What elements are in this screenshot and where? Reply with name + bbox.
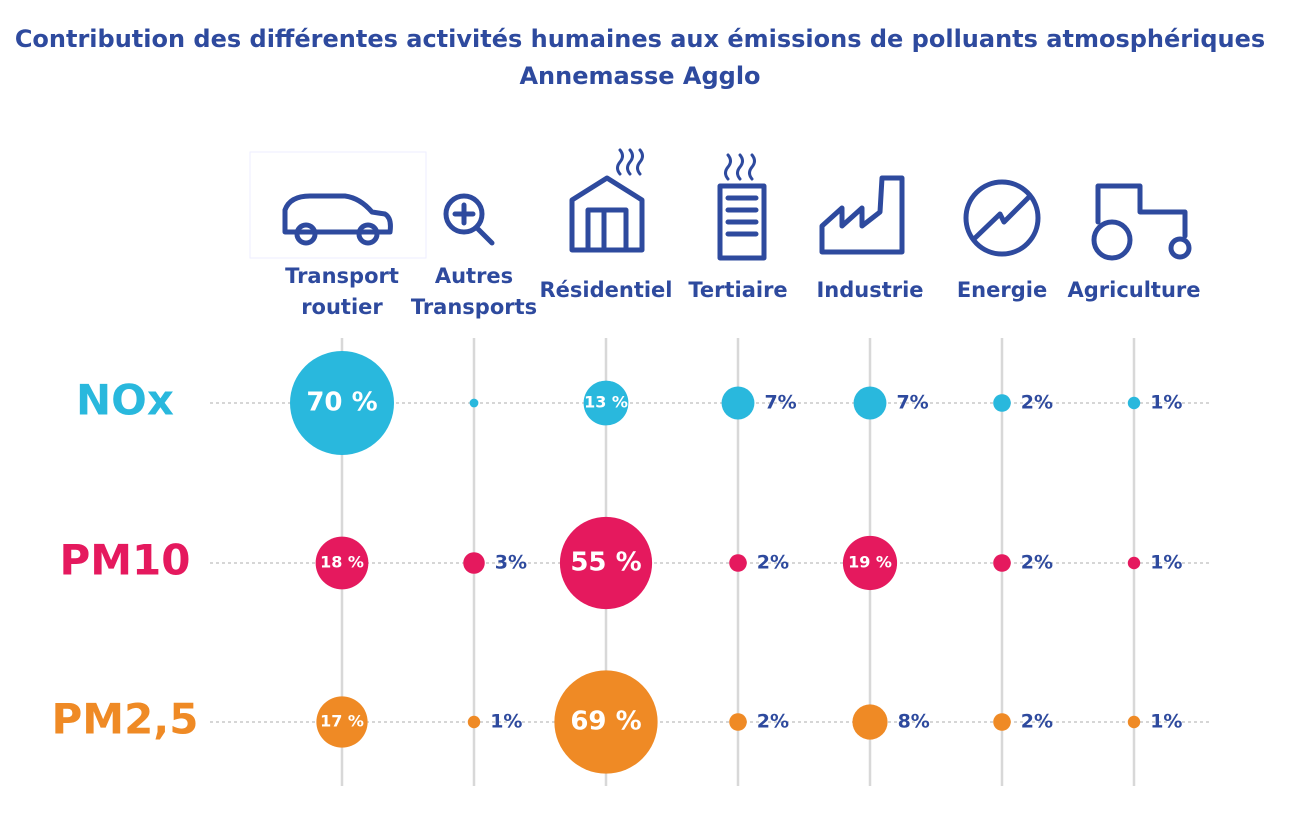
- category-label: Agriculture: [1067, 278, 1200, 302]
- value-label: 2%: [1021, 711, 1053, 733]
- building-icon: [717, 183, 767, 261]
- bubble: [463, 552, 485, 574]
- category-label: Tertiaire: [688, 278, 787, 302]
- value-label: 17 %: [320, 712, 364, 731]
- value-label: 7%: [896, 392, 928, 414]
- bubble: [1127, 715, 1141, 729]
- tractor-wheel: [1168, 236, 1192, 260]
- chart-title: Contribution des différentes activités h…: [15, 25, 1265, 53]
- bubble: [853, 386, 887, 420]
- value-label: 1%: [1150, 552, 1182, 574]
- category-label: Transport routier: [285, 264, 399, 319]
- category-label: Energie: [957, 278, 1047, 302]
- bubble: [554, 670, 658, 774]
- house-icon: [569, 175, 645, 253]
- series-label: PM10: [59, 536, 190, 585]
- factory-icon: [819, 175, 905, 255]
- car-wheel: [356, 222, 380, 246]
- bubble: [559, 516, 653, 610]
- category-label: Industrie: [816, 278, 923, 302]
- tractor-icon: [1095, 183, 1188, 239]
- bubble: [290, 351, 394, 455]
- bubble: [729, 554, 747, 572]
- value-label: 19 %: [848, 553, 892, 572]
- value-label: 2%: [1021, 552, 1053, 574]
- car-wheel: [294, 222, 318, 246]
- bubble: [993, 394, 1011, 412]
- category-label: Autres Transports: [411, 264, 537, 319]
- value-label: 7%: [764, 392, 796, 414]
- search-icon: [452, 202, 495, 246]
- bubble: [467, 715, 481, 729]
- energy-icon: [963, 179, 1041, 257]
- value-label: 8%: [898, 711, 930, 733]
- smoke-icon: [616, 148, 644, 176]
- chart-subtitle: Annemasse Agglo: [519, 62, 760, 90]
- bubble: [721, 386, 755, 420]
- icons: [249, 148, 1192, 261]
- bubble: [1127, 396, 1141, 410]
- icon-frame: [249, 151, 427, 259]
- series-label: NOx: [76, 376, 174, 425]
- tractor-wheel: [1091, 219, 1133, 261]
- value-label: 2%: [757, 552, 789, 574]
- bubble: [993, 713, 1011, 731]
- category-label: Résidentiel: [539, 278, 672, 302]
- value-label: 55 %: [570, 548, 641, 578]
- smoke-icon: [724, 153, 756, 181]
- car-icon: [282, 193, 393, 235]
- energy-icon: [972, 193, 1033, 241]
- value-label: 2%: [1021, 392, 1053, 414]
- series-label: PM2,5: [52, 695, 199, 744]
- bubble: [1127, 556, 1141, 570]
- value-label: 18 %: [320, 553, 364, 572]
- value-label: 1%: [490, 711, 522, 733]
- value-label: 1%: [1150, 711, 1182, 733]
- bubble: [469, 398, 479, 408]
- value-label: 2%: [757, 711, 789, 733]
- bubble: [315, 536, 369, 590]
- value-label: 69 %: [570, 707, 641, 737]
- bubble: [993, 554, 1011, 572]
- search-icon: [443, 193, 485, 235]
- bubble: [729, 713, 747, 731]
- bubble: [316, 696, 368, 748]
- bubble: [852, 704, 888, 740]
- value-label: 3%: [495, 552, 527, 574]
- bubble: [842, 535, 898, 591]
- value-label: 13 %: [584, 393, 628, 412]
- value-label: 70 %: [306, 388, 377, 418]
- value-label: 1%: [1150, 392, 1182, 414]
- bubble: [583, 380, 629, 426]
